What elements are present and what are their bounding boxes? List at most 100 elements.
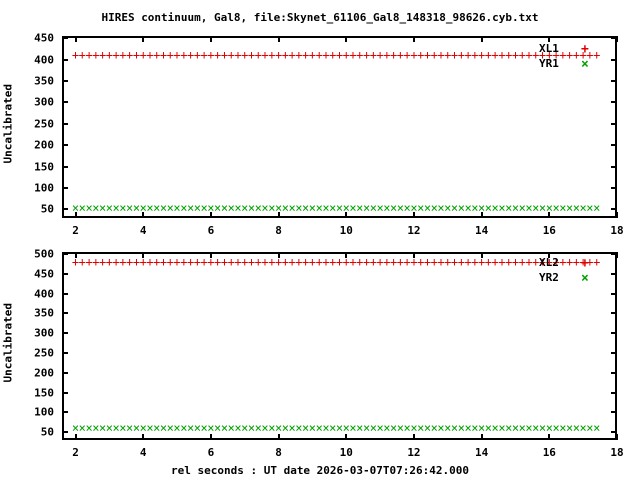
data-point-marker: ×	[78, 421, 86, 436]
data-point-marker: +	[295, 254, 303, 269]
data-point-marker: ×	[146, 421, 154, 436]
data-point-marker: ×	[247, 201, 256, 216]
x-axis-tick-label: 10	[339, 224, 353, 237]
data-point-marker: ×	[478, 421, 486, 436]
plot-frame-bottom	[62, 252, 617, 440]
x-axis-tick-mark	[277, 212, 280, 218]
data-point-marker: +	[261, 254, 269, 269]
y-axis-tick-label: 50	[40, 425, 54, 439]
data-point-marker: ×	[186, 201, 195, 216]
data-point-marker: ×	[376, 421, 384, 436]
data-point-marker: +	[390, 254, 398, 269]
data-point-marker: +	[335, 48, 344, 63]
data-point-marker: +	[302, 48, 310, 63]
data-point-marker: ×	[491, 201, 499, 216]
y-axis-tick-label: 450	[34, 267, 54, 281]
x-axis-tick-mark	[345, 434, 348, 440]
data-point-marker: +	[322, 254, 330, 269]
data-point-marker: +	[281, 254, 289, 269]
data-point-marker: ×	[349, 201, 357, 216]
data-point-marker: ×	[241, 421, 249, 436]
data-point-marker: ×	[383, 421, 391, 436]
data-point-marker: +	[241, 48, 249, 63]
data-point-marker: ×	[71, 421, 80, 436]
data-point-marker: +	[423, 48, 432, 63]
data-point-marker: +	[247, 48, 256, 63]
data-point-marker: +	[139, 48, 147, 63]
x-axis-tick-mark	[142, 212, 145, 218]
data-point-marker: ×	[119, 201, 127, 216]
data-point-marker: +	[254, 254, 262, 269]
data-point-marker: ×	[579, 201, 587, 216]
data-point-marker: +	[166, 254, 174, 269]
data-point-marker: ×	[92, 421, 100, 436]
x-axis-tick-mark	[616, 212, 618, 218]
data-point-marker: +	[484, 254, 493, 269]
data-point-marker: +	[376, 48, 384, 63]
x-axis-tick-label: 6	[207, 446, 215, 459]
data-point-marker: ×	[403, 201, 411, 216]
data-point-marker: +	[464, 48, 472, 63]
data-point-marker: +	[126, 48, 134, 63]
x-axis-tick-mark	[616, 434, 618, 440]
x-axis-tick-label: 8	[275, 224, 282, 237]
data-point-marker: ×	[78, 201, 86, 216]
data-point-marker: +	[193, 254, 201, 269]
y-axis-tick-label: 300	[34, 326, 54, 340]
data-point-marker: +	[234, 48, 242, 63]
x-axis-tick-label: 18	[610, 446, 624, 459]
data-point-marker: +	[180, 254, 188, 269]
data-point-marker: ×	[200, 201, 208, 216]
x-axis-tick-label: 2	[72, 224, 79, 237]
data-point-marker: +	[200, 254, 208, 269]
data-point-marker: +	[430, 254, 438, 269]
data-point-marker: ×	[173, 421, 181, 436]
data-point-marker: ×	[119, 421, 127, 436]
data-point-marker: ×	[322, 421, 330, 436]
data-point-marker: +	[234, 254, 242, 269]
x-axis-tick-mark	[209, 252, 212, 258]
data-point-marker: +	[261, 48, 269, 63]
y-axis-tick-mark	[62, 208, 68, 211]
x-axis-tick-mark	[548, 36, 551, 42]
x-axis-tick-label: 18	[610, 224, 624, 237]
data-point-marker: ×	[457, 201, 465, 216]
y-axis-tick-label: 100	[34, 405, 54, 419]
data-point-marker: ×	[180, 421, 188, 436]
data-point-marker: +	[457, 254, 465, 269]
data-point-marker: +	[302, 254, 310, 269]
y-axis-tick-mark	[62, 122, 68, 125]
data-point-marker: ×	[572, 421, 580, 436]
y-axis-tick-label: 400	[34, 287, 54, 301]
data-point-marker: ×	[308, 421, 317, 436]
y-axis-tick-mark	[611, 272, 617, 275]
data-point-marker: ×	[464, 201, 472, 216]
data-point-marker: ×	[112, 201, 120, 216]
data-point-marker: +	[146, 254, 154, 269]
data-point-marker: +	[132, 48, 141, 63]
data-point-marker: ×	[593, 421, 601, 436]
y-axis-tick-mark	[62, 58, 68, 61]
data-point-marker: ×	[498, 421, 506, 436]
x-axis-tick-mark	[209, 36, 212, 42]
data-point-marker: ×	[335, 201, 344, 216]
data-point-marker: ×	[281, 421, 289, 436]
data-point-marker: ×	[247, 421, 256, 436]
y-axis-tick-mark	[611, 292, 617, 295]
data-point-marker: +	[92, 48, 100, 63]
data-point-marker: +	[572, 254, 580, 269]
data-point-marker: ×	[450, 201, 459, 216]
x-axis-tick-mark	[480, 212, 483, 218]
y-axis-title-top: Uncalibrated	[1, 84, 15, 164]
data-point-marker: +	[505, 254, 513, 269]
data-point-marker: ×	[390, 201, 398, 216]
data-point-marker: ×	[572, 201, 580, 216]
data-point-marker: ×	[295, 421, 303, 436]
data-point-marker: ×	[450, 421, 459, 436]
data-point-marker: +	[518, 48, 526, 63]
y-axis-tick-mark	[611, 351, 617, 354]
x-axis-tick-mark	[277, 36, 280, 42]
y-axis-tick-label: 350	[34, 306, 54, 320]
data-point-marker: +	[349, 254, 357, 269]
data-point-marker: ×	[552, 421, 560, 436]
